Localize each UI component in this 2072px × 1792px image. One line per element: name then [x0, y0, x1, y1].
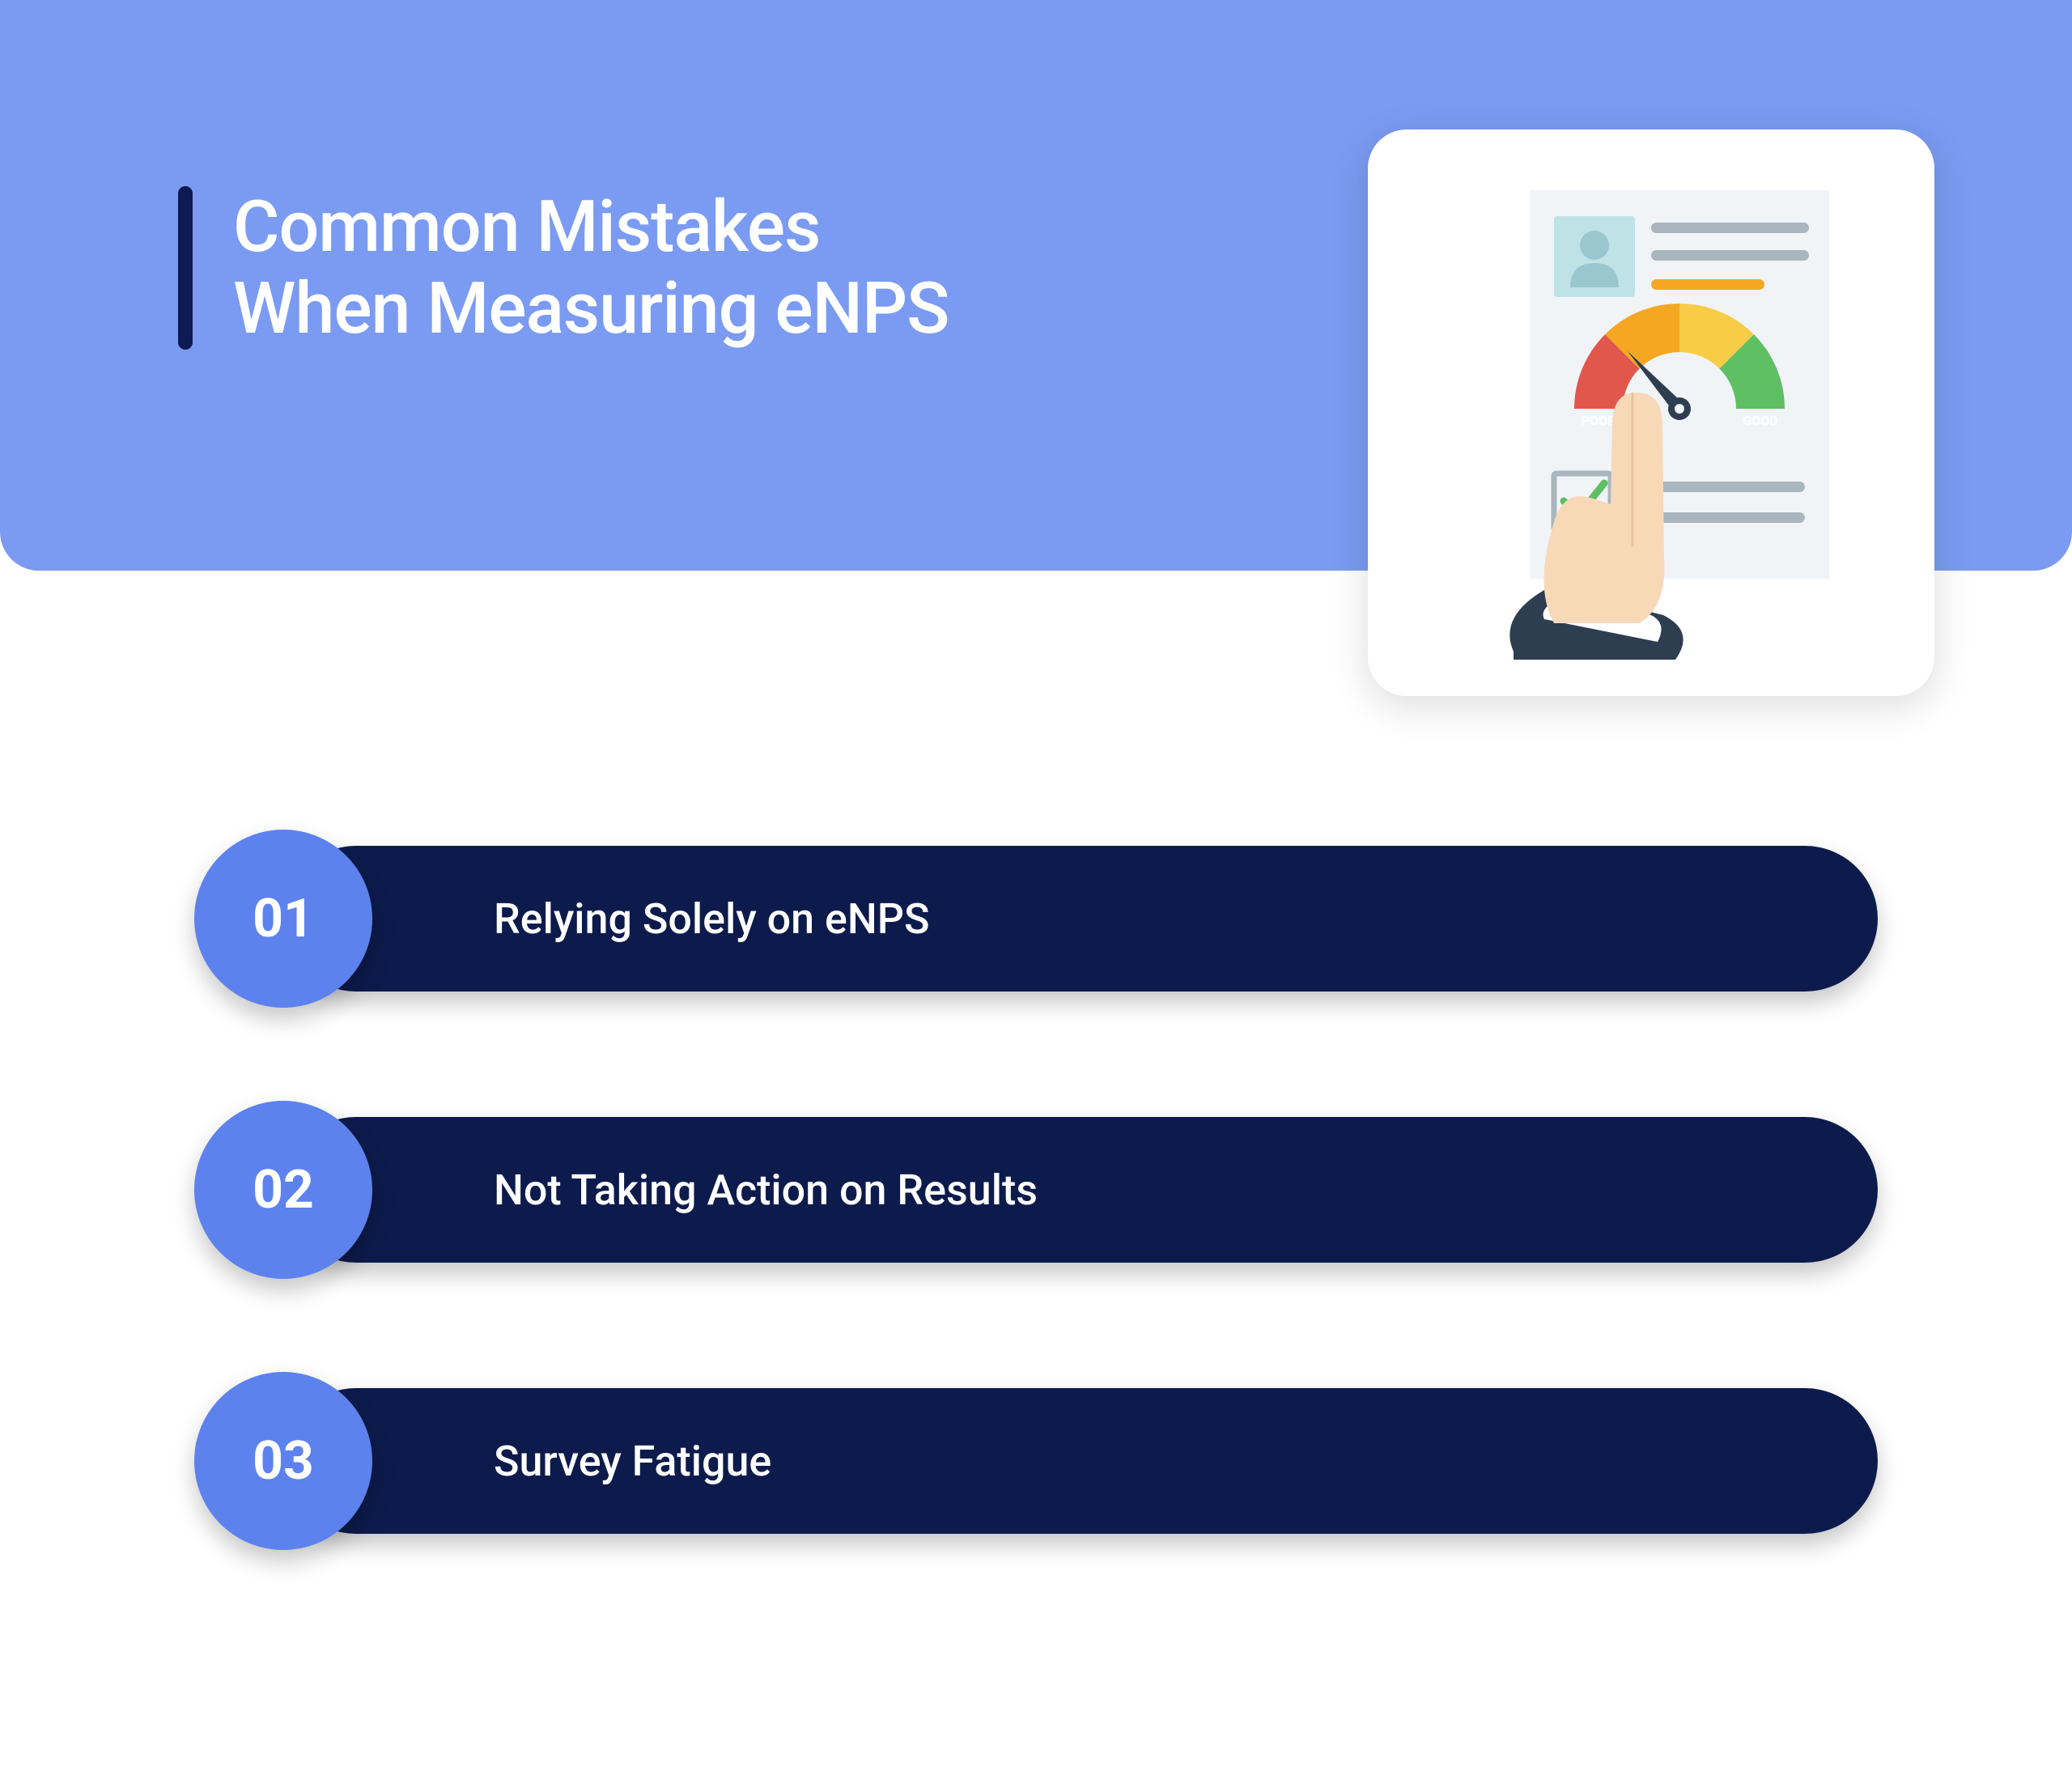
survey-gauge-illustration: POOR GOOD [1424, 166, 1878, 660]
illustration-card: POOR GOOD [1368, 130, 1934, 696]
title-accent-bar [178, 186, 193, 350]
list-item: Relying Solely on eNPS 01 [194, 834, 1878, 1004]
gauge-good-label: GOOD [1743, 413, 1777, 428]
item-pill: Relying Solely on eNPS [283, 846, 1878, 992]
item-number-circle: 01 [194, 830, 372, 1008]
item-label: Survey Fatigue [494, 1437, 771, 1486]
item-label: Relying Solely on eNPS [494, 894, 929, 944]
item-pill: Not Taking Action on Results [283, 1117, 1878, 1263]
title-block: Common Mistakes When Measuring eNPS [178, 186, 949, 350]
page-title: Common Mistakes When Measuring eNPS [233, 186, 949, 350]
item-number-circle: 02 [194, 1101, 372, 1279]
list-item: Survey Fatigue 03 [194, 1376, 1878, 1546]
item-number-circle: 03 [194, 1372, 372, 1550]
item-number: 02 [253, 1159, 314, 1221]
item-number: 01 [253, 888, 314, 950]
list-item: Not Taking Action on Results 02 [194, 1105, 1878, 1275]
mistakes-list: Relying Solely on eNPS 01 Not Taking Act… [194, 834, 1878, 1546]
item-label: Not Taking Action on Results [494, 1166, 1038, 1215]
gauge-poor-label: POOR [1582, 413, 1616, 428]
item-pill: Survey Fatigue [283, 1388, 1878, 1534]
item-number: 03 [253, 1430, 314, 1493]
title-line-2: When Measuring eNPS [233, 267, 949, 350]
title-line-1: Common Mistakes [233, 185, 820, 269]
